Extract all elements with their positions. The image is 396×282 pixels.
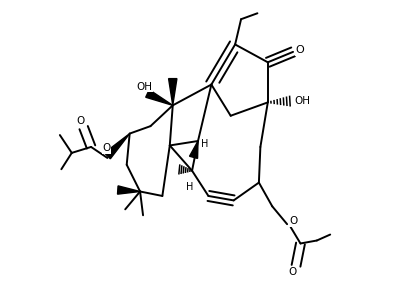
- Text: O: O: [288, 267, 297, 277]
- Text: O: O: [76, 116, 85, 126]
- Polygon shape: [146, 90, 173, 105]
- Text: O: O: [103, 144, 110, 153]
- Polygon shape: [190, 141, 198, 158]
- Polygon shape: [169, 79, 177, 105]
- Text: H: H: [186, 182, 193, 192]
- Polygon shape: [118, 186, 140, 194]
- Text: O: O: [295, 45, 304, 55]
- Polygon shape: [105, 134, 129, 159]
- Text: OH: OH: [294, 96, 310, 106]
- Text: O: O: [289, 216, 298, 226]
- Text: H: H: [201, 139, 208, 149]
- Text: OH: OH: [137, 82, 152, 92]
